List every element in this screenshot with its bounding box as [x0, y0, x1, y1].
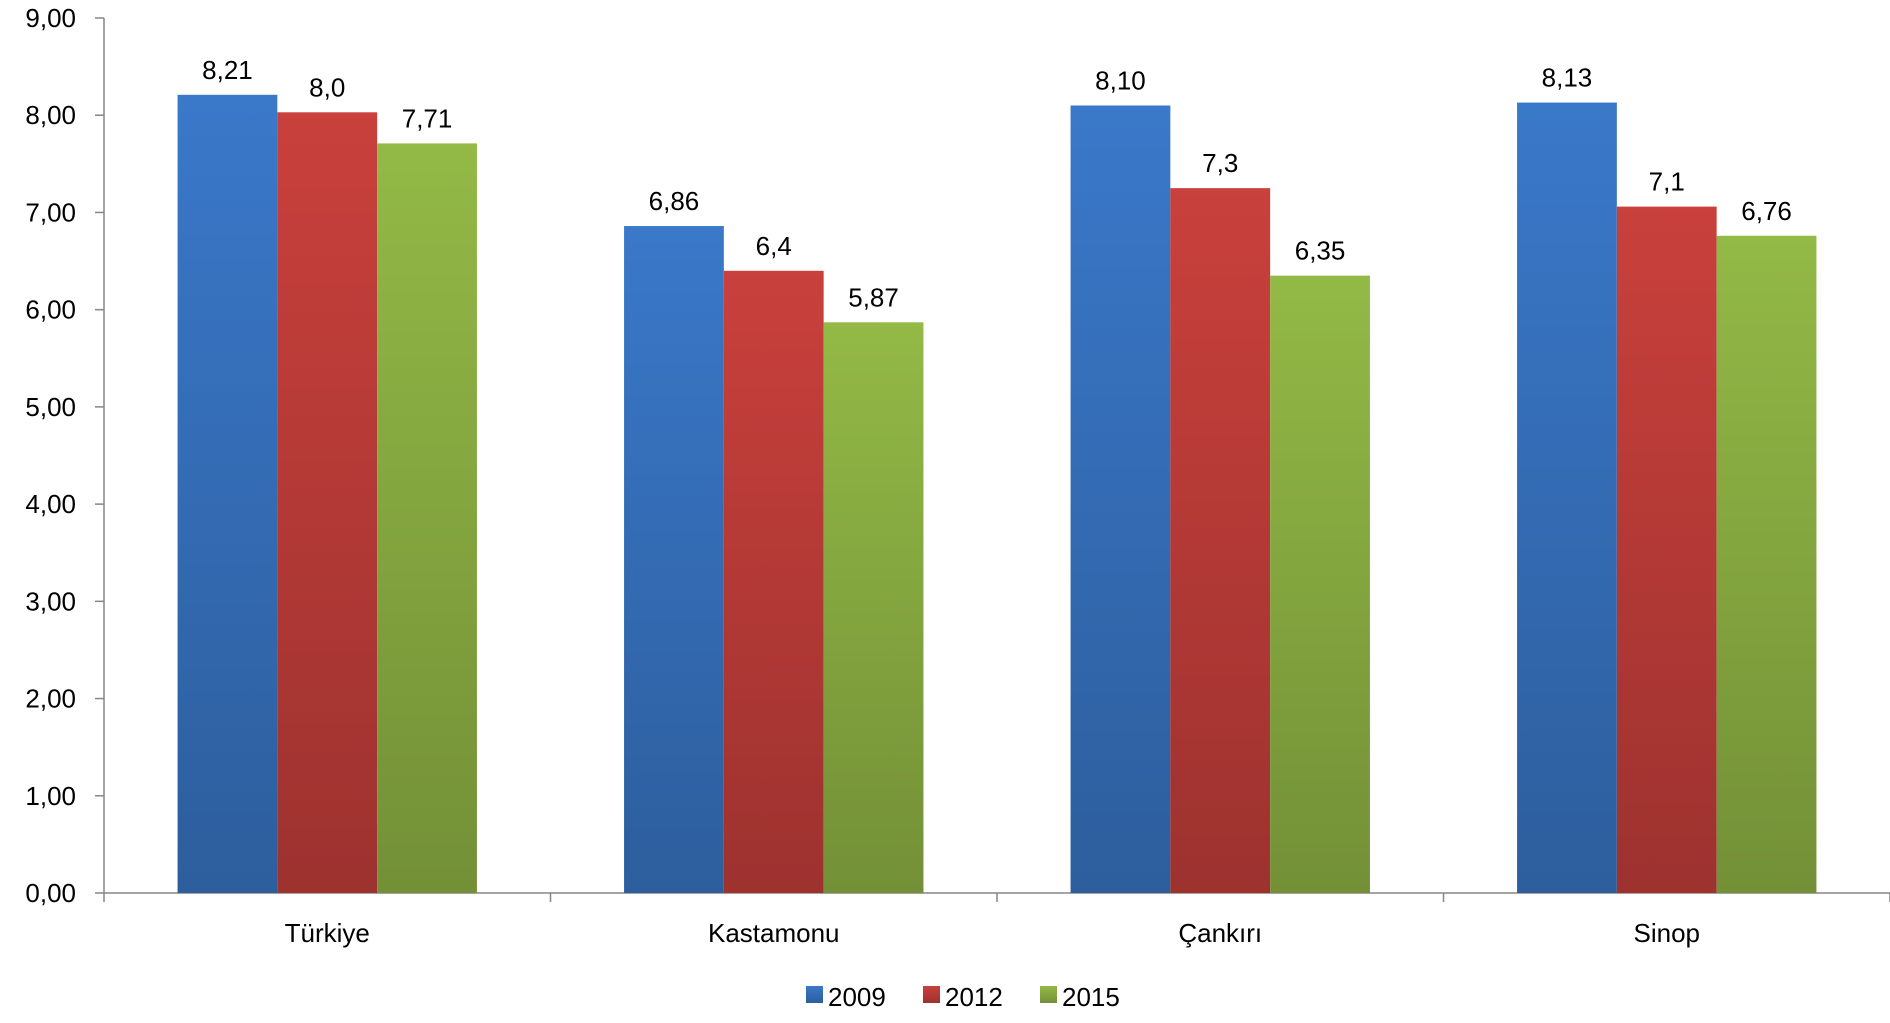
y-axis: 0,00 1,00 2,00 3,00 4,00 5,00 6,00 7,00 8,00 9,00	[25, 3, 105, 908]
y-tick-label: 1,00	[25, 781, 76, 811]
y-tick-label: 4,00	[25, 489, 76, 519]
legend-swatch-2009	[806, 986, 823, 1003]
legend-swatch-2012	[923, 986, 940, 1003]
bars	[177, 94, 1817, 894]
data-label: 8,10	[1095, 66, 1146, 96]
x-category-label: Türkiye	[285, 918, 370, 948]
data-label: 7,1	[1649, 167, 1685, 197]
data-label: 6,4	[756, 231, 792, 261]
data-label: 5,87	[848, 282, 899, 312]
legend-label: 2009	[828, 982, 886, 1012]
bar-2012	[723, 270, 824, 893]
y-tick-label: 2,00	[25, 684, 76, 714]
data-label: 8,21	[202, 55, 253, 85]
bar-2012	[1616, 206, 1717, 894]
data-label: 6,86	[649, 186, 700, 216]
bar-2015	[823, 322, 924, 893]
legend: 2009 2012 2015	[806, 982, 1120, 1012]
x-category-label: Çankırı	[1178, 918, 1262, 948]
y-tick-label: 0,00	[25, 878, 76, 908]
data-label: 6,76	[1741, 196, 1792, 226]
data-label: 8,0	[309, 72, 345, 102]
legend-swatch-2015	[1040, 986, 1057, 1003]
data-label: 7,3	[1202, 148, 1238, 178]
bar-2012	[1170, 188, 1271, 893]
y-tick-label: 9,00	[25, 3, 76, 33]
data-labels: 8,21 8,0 7,71 6,86 6,4 5,87 8,10 7,3 6,35 8,13 7,1…	[202, 55, 1792, 312]
bar-2012	[277, 112, 378, 894]
bar-2009	[624, 226, 724, 894]
y-tick-label: 3,00	[25, 586, 76, 616]
data-label: 7,71	[402, 103, 453, 133]
x-category-label: Sinop	[1634, 918, 1701, 948]
bar-2015	[377, 143, 477, 893]
bar-2009	[1070, 105, 1171, 893]
legend-label: 2012	[945, 982, 1003, 1012]
y-tick-label: 7,00	[25, 197, 76, 227]
bar-2009	[1517, 102, 1617, 894]
bar-2009	[177, 94, 278, 894]
data-label: 8,13	[1542, 63, 1593, 93]
y-tick-label: 6,00	[25, 295, 76, 325]
bar-2015	[1716, 235, 1817, 893]
y-tick-label: 8,00	[25, 100, 76, 130]
bar-2015	[1270, 275, 1370, 893]
y-tick-label: 5,00	[25, 392, 76, 422]
data-label: 6,35	[1295, 236, 1346, 266]
x-category-label: Kastamonu	[708, 918, 840, 948]
legend-label: 2015	[1062, 982, 1120, 1012]
x-axis: Türkiye Kastamonu Çankırı Sinop	[103, 892, 1890, 948]
